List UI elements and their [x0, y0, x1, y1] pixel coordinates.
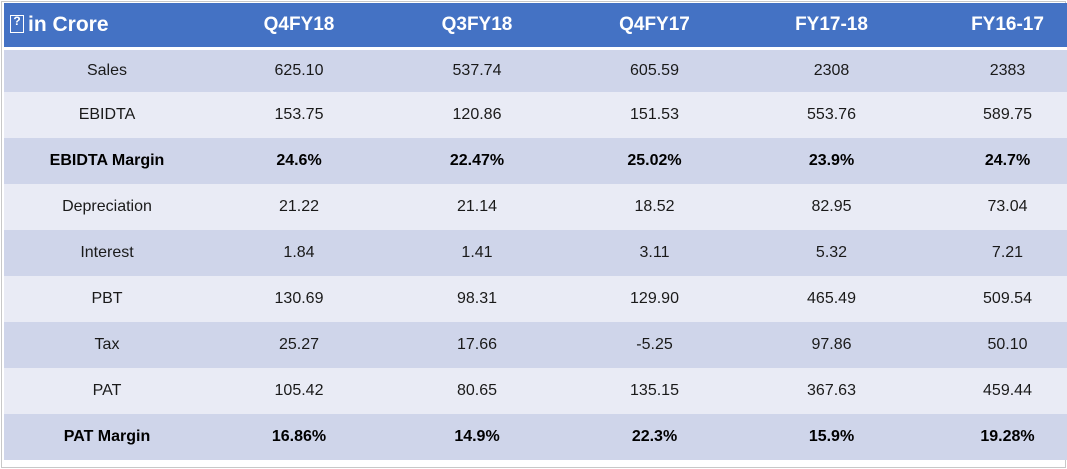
table-cell: 367.63 — [807, 382, 856, 399]
table-cell: 14.9% — [454, 428, 500, 445]
table-cell: 509.54 — [983, 290, 1032, 307]
row-label: Interest — [80, 244, 134, 261]
table-cell: 25.02% — [627, 152, 682, 169]
column-header: FY16-17 — [920, 3, 1067, 50]
table-cell: 605.59 — [630, 61, 679, 79]
table-cell: 625.10 — [274, 61, 324, 79]
table-cell: 22.47% — [449, 152, 505, 169]
table-cell: 120.86 — [452, 106, 502, 123]
table-cell: 129.90 — [630, 290, 679, 307]
table-header-row: in Crore Q4FY18 Q3FY18 Q4FY17 FY17-18 FY… — [4, 3, 1067, 50]
table-cell: 5.32 — [815, 244, 848, 261]
table-row-pbt: PBT 130.69 98.31 129.90 465.49 509.54 — [4, 276, 1067, 322]
unit-header-cell: in Crore — [4, 3, 210, 50]
table-cell: 97.86 — [811, 336, 852, 353]
table-row-sales: Sales 625.10 537.74 605.59 2308 2383 — [4, 48, 1067, 92]
table-row-depreciation: Depreciation 21.22 21.14 18.52 82.95 73.… — [4, 184, 1067, 230]
table-cell: 17.66 — [456, 336, 498, 353]
row-label: Tax — [94, 336, 120, 353]
table-cell: 135.15 — [630, 382, 679, 399]
table-cell: 2383 — [989, 61, 1026, 79]
table-cell: 7.21 — [991, 244, 1024, 261]
table-cell: 19.28% — [980, 428, 1035, 445]
table-cell: 82.95 — [811, 198, 852, 215]
table-cell: 21.22 — [278, 198, 320, 215]
table-cell: 151.53 — [630, 106, 679, 123]
column-header: FY17-18 — [743, 3, 920, 50]
table-cell: 105.42 — [274, 382, 324, 399]
row-label: PAT — [92, 382, 122, 399]
table-cell: 465.49 — [807, 290, 856, 307]
row-label: EBIDTA Margin — [49, 152, 165, 169]
table-row-ebidta: EBIDTA 153.75 120.86 151.53 553.76 589.7… — [4, 92, 1067, 138]
table-row-pat: PAT 105.42 80.65 135.15 367.63 459.44 — [4, 368, 1067, 414]
column-header: Q3FY18 — [388, 3, 566, 50]
table-cell: 98.31 — [456, 290, 498, 307]
table-cell: 15.9% — [808, 428, 855, 445]
table-row-pat-margin: PAT Margin 16.86% 14.9% 22.3% 15.9% 19.2… — [4, 414, 1067, 460]
table-cell: 22.3% — [631, 428, 678, 445]
rupee-symbol-icon — [10, 14, 24, 33]
table-cell: 589.75 — [983, 106, 1032, 123]
financial-results-table: in Crore Q4FY18 Q3FY18 Q4FY17 FY17-18 FY… — [4, 3, 1067, 460]
row-label: PBT — [91, 290, 123, 307]
unit-label: in Crore — [28, 12, 109, 36]
table-cell: 80.65 — [456, 382, 498, 399]
table-cell: 2308 — [813, 61, 850, 79]
table-cell: 16.86% — [271, 428, 327, 445]
table-cell: 459.44 — [983, 382, 1032, 399]
table-cell: 18.52 — [634, 198, 675, 215]
column-header: Q4FY17 — [566, 3, 743, 50]
row-label: PAT Margin — [63, 428, 151, 445]
row-label: EBIDTA — [78, 106, 136, 123]
table-cell: 553.76 — [807, 106, 856, 123]
table-cell: 1.41 — [461, 244, 493, 261]
table-row-ebidta-margin: EBIDTA Margin 24.6% 22.47% 25.02% 23.9% … — [4, 138, 1067, 184]
table-cell: 153.75 — [274, 106, 324, 123]
table-cell: 24.7% — [984, 152, 1031, 169]
column-header: Q4FY18 — [210, 3, 388, 50]
table-cell: -5.25 — [636, 336, 673, 353]
table-cell: 25.27 — [278, 336, 320, 353]
table-cell: 73.04 — [987, 198, 1028, 215]
table-cell: 537.74 — [452, 61, 502, 79]
table-row-tax: Tax 25.27 17.66 -5.25 97.86 50.10 — [4, 322, 1067, 368]
table-cell: 130.69 — [274, 290, 324, 307]
table-cell: 21.14 — [456, 198, 498, 215]
table-row-interest: Interest 1.84 1.41 3.11 5.32 7.21 — [4, 230, 1067, 276]
table-cell: 3.11 — [639, 244, 670, 261]
table-cell: 50.10 — [987, 336, 1028, 353]
row-label: Sales — [86, 61, 128, 79]
table-cell: 23.9% — [808, 152, 855, 169]
table-cell: 24.6% — [276, 152, 322, 169]
table-cell: 1.84 — [283, 244, 315, 261]
row-label: Depreciation — [62, 198, 152, 215]
